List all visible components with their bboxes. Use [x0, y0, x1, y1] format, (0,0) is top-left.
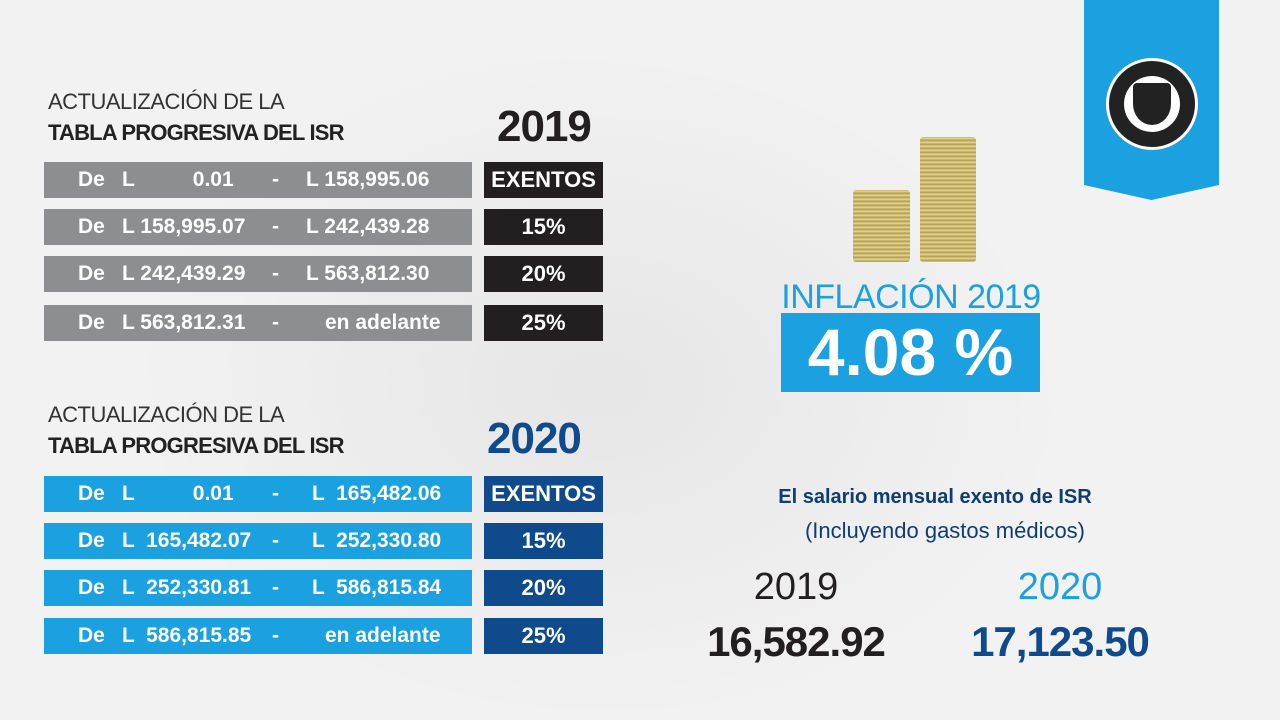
bracket-row: De L 563,812.31 - en adelante: [44, 305, 472, 341]
bracket-sep: -: [272, 576, 279, 599]
bracket-rate: 15%: [484, 523, 603, 559]
bracket-row: De L 242,439.29 - L 563,812.30: [44, 256, 472, 292]
bracket-sep: -: [272, 215, 279, 238]
bracket-rate: 15%: [484, 209, 603, 245]
bracket-rate: 25%: [484, 305, 603, 341]
bracket-rate: 25%: [484, 618, 603, 654]
bracket-to: L 586,815.84: [312, 576, 442, 599]
bracket-de: De: [78, 168, 105, 191]
table-2020-heading-line2: TABLA PROGRESIVA DEL ISR: [48, 433, 345, 458]
bracket-row: De L 158,995.07 - L 242,439.28: [44, 209, 472, 245]
bracket-rate: 20%: [484, 256, 603, 292]
bracket-from: L 586,815.85: [122, 624, 252, 647]
sar-logo: [1084, 0, 1219, 200]
bracket-row: De L 0.01 - L 165,482.06: [44, 476, 472, 512]
table-2020-heading-line1: ACTUALIZACIÓN DE LA: [48, 402, 285, 427]
salary-subtitle: (Incluyendo gastos médicos): [804, 518, 1086, 543]
bracket-to: L 165,482.06: [312, 482, 442, 505]
bracket-de: De: [78, 311, 105, 334]
salary-2019-amount: 16,582.92: [707, 618, 886, 665]
salary-2019-year: 2019: [753, 566, 839, 608]
bracket-from: L 563,812.31: [122, 311, 246, 334]
bracket-rate: 20%: [484, 570, 603, 606]
bracket-sep: -: [272, 311, 279, 334]
bracket-to: L 563,812.30: [306, 262, 430, 285]
bracket-row: De L 0.01 - L 158,995.06: [44, 162, 472, 198]
bracket-to: en adelante: [325, 624, 441, 647]
bracket-sep: -: [272, 168, 279, 191]
bracket-to: L 242,439.28: [306, 215, 430, 238]
bracket-from: L 242,439.29: [122, 262, 246, 285]
bracket-sep: -: [272, 262, 279, 285]
bracket-de: De: [78, 482, 105, 505]
bracket-row: De L 252,330.81- L 586,815.84: [44, 570, 472, 606]
bracket-de: De: [78, 576, 105, 599]
bracket-de: De: [78, 215, 105, 238]
bracket-to: L 158,995.06: [306, 168, 430, 191]
bracket-to: L 252,330.80: [312, 529, 442, 552]
bracket-sep: -: [272, 624, 279, 647]
bracket-sep: -: [272, 482, 279, 505]
table-2020-year: 2020: [487, 414, 582, 463]
table-2019-year: 2019: [497, 102, 592, 151]
bracket-de: De: [78, 624, 105, 647]
bracket-sep: -: [272, 529, 279, 552]
salary-title: El salario mensual exento de ISR: [778, 486, 1092, 508]
table-2019-heading-line1: ACTUALIZACIÓN DE LA: [48, 89, 285, 114]
bracket-row: De L 586,815.85- en adelante: [44, 618, 472, 654]
bracket-from: L 252,330.81: [122, 576, 252, 599]
seal-icon: [1106, 58, 1198, 150]
bracket-from: L 0.01: [122, 482, 234, 505]
bracket-from: L 0.01: [122, 168, 234, 191]
inflation-label: INFLACIÓN 2019: [781, 278, 1041, 316]
bracket-rate: EXENTOS: [484, 476, 603, 512]
salary-2020-year: 2020: [1017, 566, 1103, 608]
table-2019-heading-line2: TABLA PROGRESIVA DEL ISR: [48, 120, 345, 145]
bracket-de: De: [78, 262, 105, 285]
bracket-from: L 158,995.07: [122, 215, 246, 238]
bracket-rate: EXENTOS: [484, 162, 603, 198]
bracket-from: L 165,482.07: [122, 529, 252, 552]
salary-2020-amount: 17,123.50: [971, 618, 1150, 665]
bracket-de: De: [78, 529, 105, 552]
bracket-to: en adelante: [325, 311, 441, 334]
bracket-row: De L 165,482.07- L 252,330.80: [44, 523, 472, 559]
inflation-value: 4.08 %: [781, 313, 1040, 392]
